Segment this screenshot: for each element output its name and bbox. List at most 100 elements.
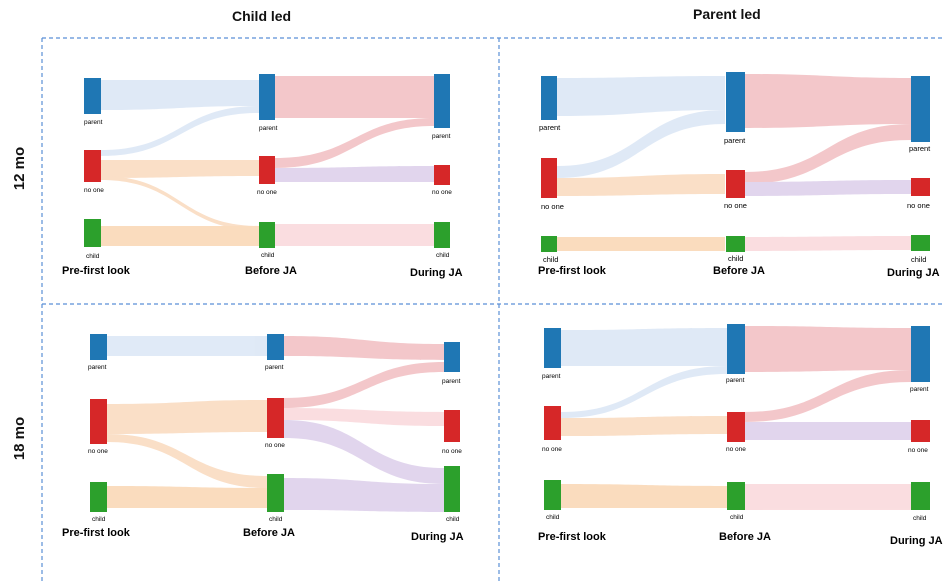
flow-parent-to-parent-2 (745, 326, 911, 372)
flow-noone-to-noone-2 (745, 422, 911, 440)
node-noone-before (727, 412, 745, 442)
node-noone-during (434, 165, 450, 185)
node-noone-during (444, 410, 460, 442)
flow-noone-to-parent-2 (275, 118, 434, 168)
node-label-parent-before: parent (726, 377, 745, 384)
node-label-child-during: child (911, 255, 926, 264)
flow-noone-to-noone-1 (107, 400, 267, 434)
node-noone-pre (541, 158, 557, 198)
node-child-pre (84, 219, 101, 247)
node-label-child-before: child (730, 514, 744, 521)
node-child-before (727, 482, 745, 510)
flow-child-to-child-1 (557, 237, 725, 251)
stage-label-during: During JA (887, 267, 940, 279)
node-label-noone-during: no one (442, 448, 462, 455)
node-parent-pre (84, 78, 101, 114)
node-child-before (726, 236, 745, 252)
node-label-parent-during: parent (432, 133, 451, 140)
stage-label-during: During JA (890, 535, 943, 547)
node-child-during (911, 482, 930, 510)
flow-noone-to-noone-1 (101, 160, 259, 178)
node-noone-before (726, 170, 745, 198)
node-label-child-before: child (261, 252, 275, 259)
node-label-parent-before: parent (259, 125, 278, 132)
node-label-child-before: child (728, 254, 743, 263)
flow-noone-to-noone-1 (561, 416, 727, 436)
node-label-noone-before: no one (724, 201, 747, 210)
node-child-before (267, 474, 284, 512)
flow-noone-to-parent-2 (745, 124, 911, 184)
node-label-parent-during: parent (442, 378, 461, 385)
node-parent-pre (90, 334, 107, 360)
flow-child-to-child-1 (101, 226, 259, 246)
flow-parent-to-parent-2 (275, 76, 434, 118)
stage-label-pre: Pre-first look (62, 527, 131, 539)
node-noone-before (259, 156, 275, 184)
column-header-child-led: Child led (232, 8, 292, 24)
node-noone-pre (90, 399, 107, 444)
node-child-pre (544, 480, 561, 510)
node-label-child-during: child (436, 252, 450, 259)
node-label-noone-during: no one (907, 201, 930, 210)
node-label-parent-before: parent (265, 364, 284, 371)
flow-noone-to-parent-2 (284, 362, 444, 408)
node-label-noone-pre: no one (88, 448, 108, 455)
node-parent-during (434, 74, 450, 128)
node-noone-before (267, 398, 284, 438)
stage-label-during: During JA (411, 531, 464, 543)
node-label-parent-during: parent (910, 386, 929, 393)
stage-label-during: During JA (410, 267, 463, 279)
node-label-parent-during: parent (909, 144, 931, 153)
node-label-child-pre: child (543, 255, 558, 264)
node-noone-pre (84, 150, 101, 182)
flow-noone-to-noone-1 (557, 174, 725, 196)
flow-parent-to-parent-2 (284, 336, 444, 360)
node-label-noone-during: no one (432, 189, 452, 196)
node-parent-during (911, 326, 930, 382)
node-child-during (444, 466, 460, 512)
node-label-parent-pre: parent (88, 364, 107, 371)
node-parent-pre (541, 76, 557, 120)
flow-child-to-child-1 (561, 484, 727, 508)
flow-parent-to-parent-1 (107, 336, 267, 356)
node-child-pre (541, 236, 557, 252)
flow-child-to-child-2 (275, 224, 434, 246)
node-label-parent-before: parent (724, 136, 746, 145)
node-parent-before (727, 324, 745, 374)
flow-noone-to-child-2 (284, 420, 444, 484)
stage-label-before: Before JA (245, 265, 297, 277)
node-parent-before (726, 72, 745, 132)
node-child-pre (90, 482, 107, 512)
stage-label-pre: Pre-first look (62, 265, 131, 277)
node-parent-during (444, 342, 460, 372)
node-noone-pre (544, 406, 561, 440)
node-label-child-pre: child (92, 516, 106, 523)
node-label-noone-pre: no one (542, 446, 562, 453)
flow-noone-to-noone-2 (284, 408, 444, 426)
node-label-child-before: child (269, 516, 283, 523)
node-parent-during (911, 76, 930, 142)
node-label-child-pre: child (546, 514, 560, 521)
flow-noone-to-parent-2 (745, 370, 911, 422)
node-parent-before (259, 74, 275, 120)
flow-child-to-child-2 (284, 478, 444, 512)
flow-noone-to-noone-2 (275, 166, 434, 182)
node-label-parent-pre: parent (539, 123, 561, 132)
flow-parent-to-parent-1 (101, 80, 259, 110)
node-label-noone-before: no one (265, 442, 285, 449)
node-parent-pre (544, 328, 561, 368)
node-label-noone-pre: no one (84, 187, 104, 194)
flow-parent-to-parent-2 (745, 74, 911, 128)
node-child-during (911, 235, 930, 251)
flow-child-to-child-1 (107, 486, 267, 508)
node-label-child-pre: child (86, 253, 100, 260)
node-label-noone-during: no one (908, 447, 928, 454)
flow-noone-to-parent-1 (101, 106, 259, 156)
node-label-child-during: child (446, 516, 460, 523)
node-noone-during (911, 420, 930, 442)
